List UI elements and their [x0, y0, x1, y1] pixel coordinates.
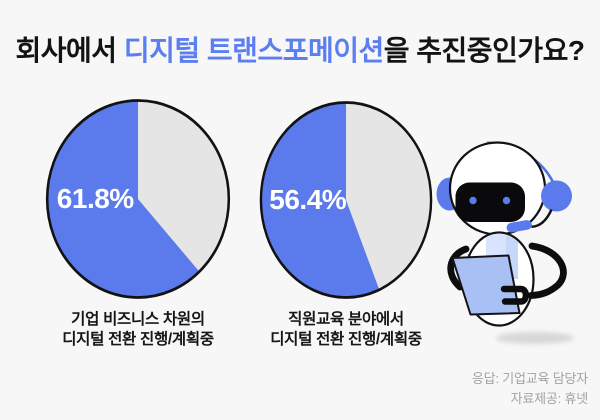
pie-slice-remainder	[346, 102, 432, 290]
title-text-pre: 회사에서	[15, 35, 124, 66]
pie-outline-ring	[259, 101, 433, 299]
robot-mic-arm	[531, 208, 553, 229]
robot-arm-right	[527, 242, 567, 299]
caption-line: 디지털 전환 진행/계획중	[62, 331, 214, 348]
source-line-provider: 자료제공: 휴넷	[510, 391, 589, 407]
title-highlight: 디지털 트랜스포메이션	[123, 35, 384, 66]
source-line-respondents: 응답: 기업교육 담당자	[471, 371, 588, 386]
robot-hand-claw	[500, 285, 530, 305]
pie-svg-education	[259, 101, 433, 299]
percent-label-business: 61.8%	[56, 183, 134, 214]
source-note: 응답: 기업교육 담당자 자료제공: 휴넷	[472, 369, 588, 409]
percent-label-education: 56.4%	[269, 184, 347, 215]
robot-shadow	[496, 332, 574, 344]
caption-line: 기업 비즈니스 차원의	[71, 311, 205, 328]
caption-education: 직원교육 분야에서 디지털 전환 진행/계획중	[216, 310, 476, 350]
pie-chart-business: 61.8%	[43, 96, 233, 302]
robot-mascot-illustration	[436, 141, 572, 327]
pie-slice-remainder	[138, 100, 229, 272]
pie-slice-main	[47, 100, 200, 298]
caption-line: 디지털 전환 진행/계획중	[270, 331, 422, 348]
chart-title: 회사에서 디지털 트랜스포메이션을 추진중인가요?	[0, 29, 600, 69]
robot-arm-left	[447, 245, 470, 291]
robot-mic	[506, 220, 532, 233]
pie-svg-business	[45, 99, 231, 299]
robot-visor	[455, 182, 525, 222]
robot-clipboard	[451, 254, 521, 316]
pie-slice-main	[260, 102, 380, 298]
robot-eye-left	[469, 196, 477, 205]
title-text-post: 을 추진중인가요?	[383, 35, 585, 66]
caption-business: 기업 비즈니스 차원의 디지털 전환 진행/계획중	[8, 310, 268, 350]
pie-chart-education: 56.4%	[257, 98, 435, 302]
robot-eye-right	[502, 196, 511, 205]
pie-outline-ring	[45, 99, 231, 299]
robot-earcup-right	[541, 180, 572, 212]
caption-line: 직원교육 분야에서	[288, 311, 404, 328]
